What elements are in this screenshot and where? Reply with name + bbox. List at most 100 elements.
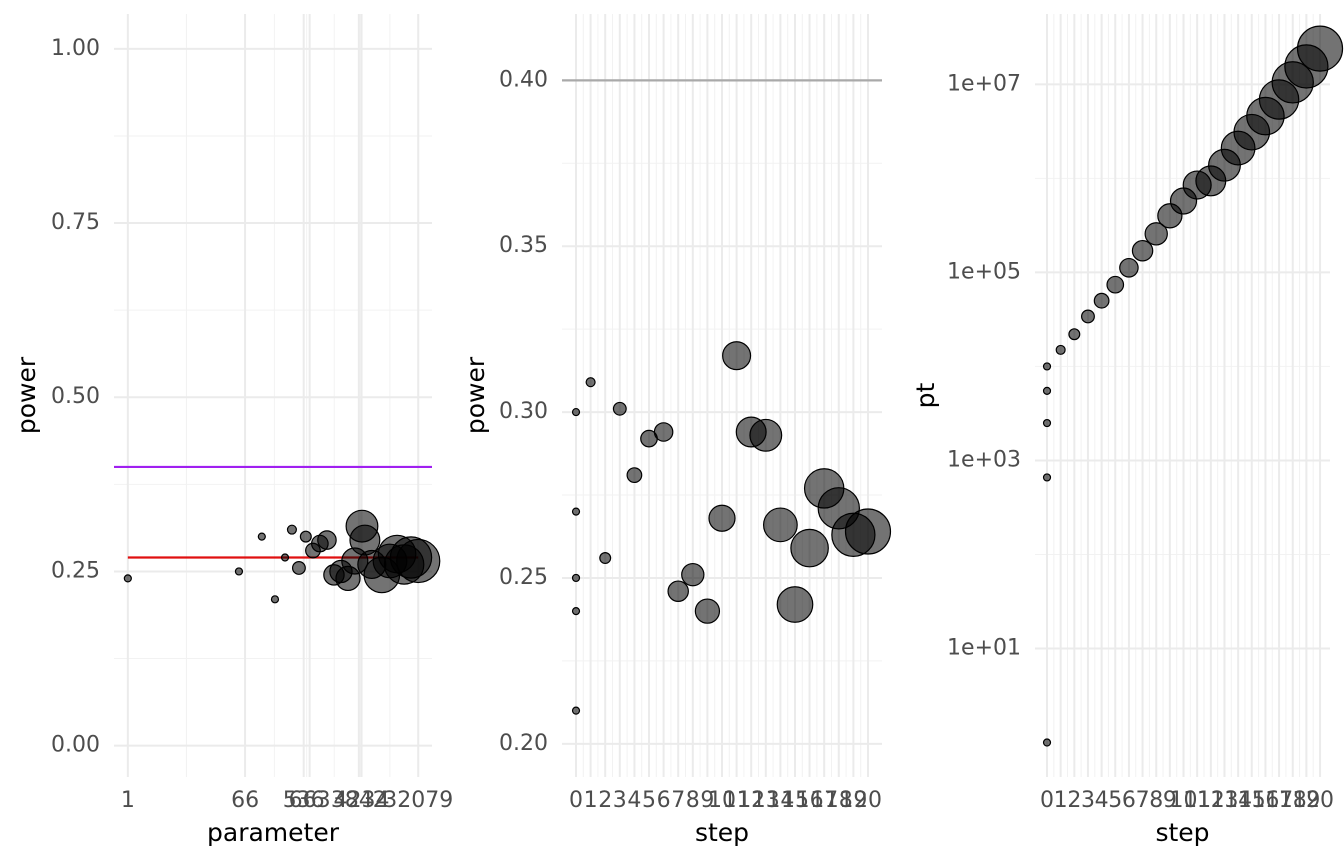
y-tick-label: 0.50 (51, 384, 100, 409)
x-tick-label: 6 (657, 788, 671, 813)
y-tick-label: 0.35 (499, 233, 548, 258)
point (1042, 418, 1052, 428)
x-tick-label: 17 (1265, 788, 1293, 813)
point (257, 532, 266, 541)
point (1081, 309, 1095, 324)
point (1055, 344, 1066, 355)
x-tick-label: 13 (752, 788, 780, 813)
x-tick-label: 5 (1108, 788, 1122, 813)
point (681, 562, 705, 587)
point (1296, 25, 1344, 72)
x-tick-label: 3 (613, 788, 627, 813)
point (317, 530, 337, 550)
x-tick-label: 0 (569, 788, 583, 813)
x-tick-label: 2 (598, 788, 612, 813)
x-tick-label: 9 (700, 788, 714, 813)
y-tick-label: 0.40 (499, 67, 548, 92)
x-tick-label: 9 (1163, 788, 1177, 813)
point (722, 341, 752, 371)
point (571, 573, 581, 583)
point (776, 586, 814, 623)
point (708, 504, 736, 532)
x-tick-label: 14 (1224, 788, 1252, 813)
point (234, 567, 244, 576)
y-tick-label: 1e+05 (947, 259, 1021, 284)
point (286, 524, 297, 535)
x-tick-label: 6 (1122, 788, 1136, 813)
y-tick-label: 1.00 (51, 36, 100, 61)
x-tick-label: 1 (584, 788, 598, 813)
point (667, 580, 689, 602)
x-tick-label: 17 (810, 788, 838, 813)
y-tick-label: 0.25 (51, 558, 100, 583)
point (1106, 275, 1125, 294)
x-tick-label: 11 (723, 788, 751, 813)
x-tick-label: 20 (1306, 788, 1334, 813)
y-tick-label: 1e+01 (947, 636, 1021, 661)
point (571, 607, 581, 616)
x-tick-label: 14 (766, 788, 794, 813)
y-tick-label: 1e+03 (947, 447, 1021, 472)
x-tick-label: 12 (737, 788, 765, 813)
x-tick-label: 7 (1136, 788, 1150, 813)
x-tick-label: 20 (854, 788, 882, 813)
x-tick-label: 66 (231, 788, 259, 813)
x-tick-label: 10 (1170, 788, 1198, 813)
point (599, 552, 612, 565)
point (571, 706, 581, 715)
point (694, 598, 721, 624)
point (270, 595, 280, 604)
y-tick-label: 0.25 (499, 565, 548, 590)
x-tick-label: 7 (671, 788, 685, 813)
y-axis-title: power (12, 356, 41, 434)
x-tick-label: 536 (283, 788, 325, 813)
x-tick-label: 1 (121, 788, 135, 813)
x-tick-label: 19 (1292, 788, 1320, 813)
point (749, 418, 783, 452)
y-tick-label: 0.20 (499, 731, 548, 756)
x-tick-label: 8 (1149, 788, 1163, 813)
x-tick-label: 16 (796, 788, 824, 813)
x-tick-label: 18 (1279, 788, 1307, 813)
x-axis-title: step (1155, 818, 1209, 847)
x-tick-label: 3842 (331, 788, 387, 813)
x-tick-label: 15 (781, 788, 809, 813)
point (1042, 362, 1052, 371)
x-tick-label: 10 (708, 788, 736, 813)
point (612, 401, 627, 416)
point (1144, 222, 1168, 246)
point (1119, 257, 1139, 278)
point (626, 467, 643, 484)
y-tick-label: 0.30 (499, 399, 548, 424)
x-tick-label: 0 (1040, 788, 1054, 813)
point (1068, 328, 1081, 341)
y-tick-label: 1e+07 (947, 71, 1021, 96)
point (1042, 386, 1052, 395)
point (653, 422, 674, 442)
x-tick-label: 32079 (383, 788, 453, 813)
y-axis-title: power (461, 356, 490, 434)
x-tick-label: 19 (839, 788, 867, 813)
point (1131, 239, 1154, 262)
point (123, 574, 132, 583)
x-axis-title: parameter (207, 818, 340, 847)
x-tick-label: 15 (1238, 788, 1266, 813)
point (571, 507, 581, 516)
point (762, 507, 798, 543)
x-tick-label: 16 (1251, 788, 1279, 813)
x-axis-title: step (695, 818, 749, 847)
point (1042, 738, 1052, 747)
point (571, 407, 581, 417)
point (1093, 292, 1110, 309)
x-tick-label: 18 (825, 788, 853, 813)
x-tick-label: 3 (1081, 788, 1095, 813)
x-tick-label: 4 (627, 788, 641, 813)
x-tick-label: 2 (1067, 788, 1081, 813)
y-tick-label: 0.75 (51, 210, 100, 235)
point (396, 538, 441, 584)
x-tick-label: 13 (1210, 788, 1238, 813)
x-tick-label: 663 (289, 788, 331, 813)
x-tick-label: 4 (1095, 788, 1109, 813)
point (790, 528, 829, 568)
